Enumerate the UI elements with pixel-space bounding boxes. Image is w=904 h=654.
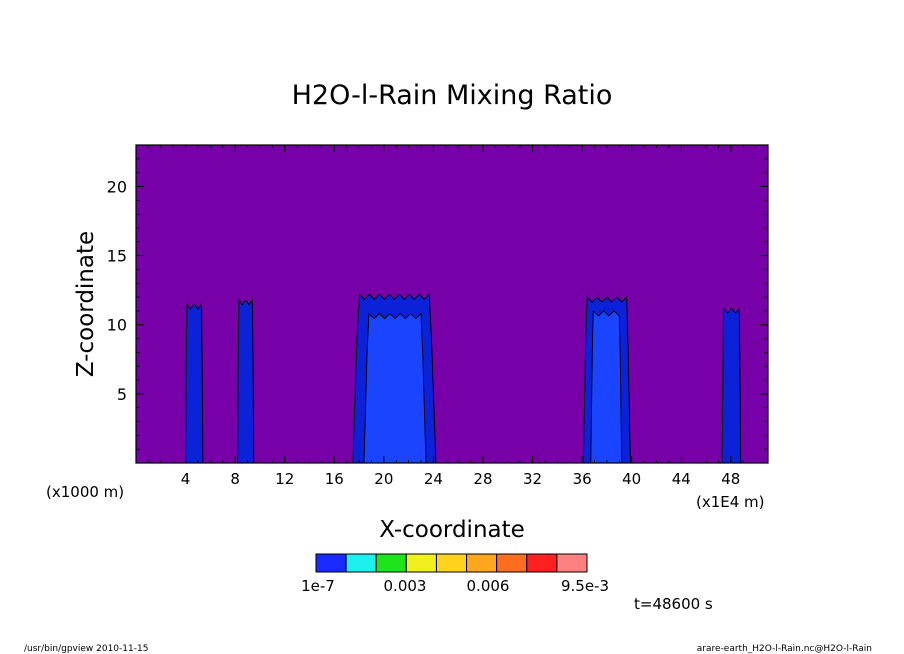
colorbar-swatch bbox=[375, 553, 407, 573]
y-axis-label: Z-coordinate bbox=[73, 231, 99, 377]
time-label: t=48600 s bbox=[634, 595, 713, 613]
contour-core bbox=[363, 312, 427, 464]
colorbar-label: 0.006 bbox=[467, 577, 510, 595]
x-tick-label: 20 bbox=[374, 470, 393, 488]
x-tick-label: 8 bbox=[230, 470, 240, 488]
x-tick-label: 44 bbox=[672, 470, 691, 488]
colorbar-label: 0.003 bbox=[384, 577, 427, 595]
y-tick-label: 10 bbox=[107, 316, 127, 335]
x-axis-label: X-coordinate bbox=[379, 517, 525, 543]
x-tick-label: 48 bbox=[721, 470, 740, 488]
y-tick-label: 15 bbox=[107, 247, 127, 266]
colorbar-swatch bbox=[466, 553, 498, 573]
colorbar-swatch bbox=[345, 553, 377, 573]
plot-background bbox=[136, 145, 768, 463]
contour-regions bbox=[185, 293, 742, 464]
y-tick-label: 5 bbox=[117, 385, 127, 404]
colorbar-label: 1e-7 bbox=[301, 577, 335, 595]
x-axis-unit-right: (x1E4 m) bbox=[696, 493, 765, 511]
x-tick-label: 12 bbox=[275, 470, 294, 488]
plot-frame bbox=[135, 144, 769, 464]
x-tick-label: 4 bbox=[181, 470, 191, 488]
colorbar-swatch bbox=[435, 553, 468, 573]
x-tick-label: 28 bbox=[473, 470, 492, 488]
colorbar-swatch bbox=[496, 553, 528, 573]
colorbar-swatch bbox=[526, 553, 558, 573]
colorbar bbox=[315, 553, 588, 573]
contour-core bbox=[590, 309, 623, 464]
footer-right: arare-earth_H2O-l-Rain.nc@H2O-l-Rain bbox=[697, 644, 872, 654]
x-axis-unit-left: (x1000 m) bbox=[46, 483, 124, 501]
contour-region bbox=[185, 302, 204, 464]
x-tick-label: 16 bbox=[325, 470, 344, 488]
x-tick-label: 24 bbox=[424, 470, 443, 488]
colorbar-label: 9.5e-3 bbox=[561, 577, 609, 595]
footer-left: /usr/bin/gpview 2010-11-15 bbox=[24, 644, 148, 654]
y-axis-ticks: 5 10 15 20 bbox=[107, 158, 768, 450]
x-tick-label: 36 bbox=[573, 470, 592, 488]
colorbar-swatch bbox=[556, 553, 588, 573]
colorbar-swatch bbox=[405, 553, 437, 573]
chart-title: H2O-l-Rain Mixing Ratio bbox=[292, 80, 613, 111]
x-tick-label: 40 bbox=[622, 470, 641, 488]
x-tick-label: 32 bbox=[523, 470, 542, 488]
y-tick-label: 20 bbox=[107, 177, 127, 196]
colorbar-swatch bbox=[315, 553, 347, 573]
contour-region bbox=[237, 298, 255, 464]
contour-region bbox=[721, 306, 742, 464]
x-axis-ticks: 4 8 12 16 20 24 28 32 36 40 44 48 bbox=[147, 145, 757, 488]
colorbar-labels: 1e-7 0.003 0.006 9.5e-3 bbox=[301, 577, 609, 595]
